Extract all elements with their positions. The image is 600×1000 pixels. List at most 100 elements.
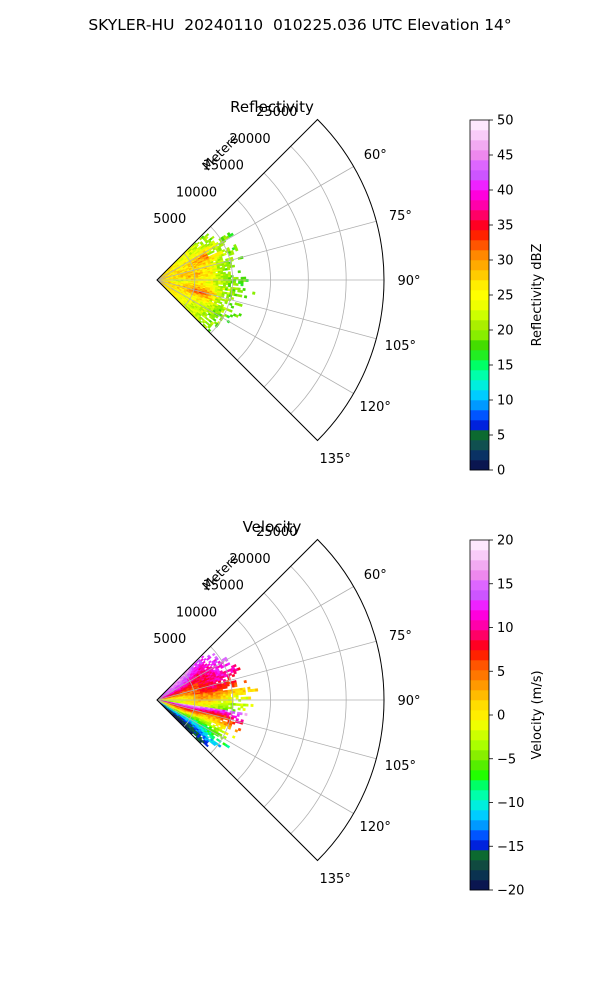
data-cell [234,248,239,252]
data-cell [245,696,249,700]
data-cell [225,732,229,736]
data-field [157,652,259,749]
colorbar-segment [470,130,489,141]
colorbar-segment [470,680,489,691]
colorbar-segment [470,250,489,261]
data-cell [243,276,247,280]
colorbar-segment [470,700,489,711]
data-cell [235,694,239,698]
panel-title: Reflectivity [230,98,314,116]
radial-tick-label: 15000 [203,159,244,174]
data-cell [229,309,233,313]
colorbar-segment [470,600,489,611]
colorbar-segment [470,390,489,401]
colorbar-tick-label: 25 [497,289,514,304]
data-cell [223,697,227,700]
colorbar-tick-label: 20 [497,534,514,549]
azimuth-line [156,166,354,281]
data-cell [215,657,219,661]
data-cell [240,703,244,707]
colorbar-segment [470,610,489,621]
colorbar-segment [470,860,489,871]
data-cell [224,301,228,305]
polar-frame [156,538,385,862]
data-cell [233,671,237,675]
colorbar-tick-label: 40 [497,184,514,199]
data-cell [227,273,232,276]
data-cell [222,726,226,730]
colorbar: −20 −15 −10 −5 0 5 10 15 20 Velocity (m/s) [469,534,545,899]
colorbar-segment [470,570,489,581]
data-cell [243,696,247,700]
data-cell [233,715,238,719]
data-cell [215,695,219,699]
radial-tick-label: 25000 [256,105,297,120]
radial-tick-label: 25000 [256,525,297,540]
data-cell [205,743,209,748]
colorbar-segment [470,710,489,721]
data-cell [239,289,244,294]
data-cell [203,657,207,662]
data-cell [235,283,239,286]
colorbar-segment [470,210,489,221]
colorbar-segment [470,460,489,471]
data-cell [238,281,242,284]
radial-tick-label: 10000 [176,185,217,200]
data-cell [220,275,224,279]
azimuth-line [156,279,377,340]
data-cell [232,283,237,286]
data-cell [211,235,215,240]
data-cell [211,652,216,657]
data-cell [210,697,214,700]
data-cell [229,314,234,318]
data-cell [210,277,214,280]
data-cell [242,703,247,707]
colorbar-segment [470,270,489,281]
radial-tick-label: 5000 [153,632,186,647]
data-cell [242,288,246,292]
data-cell [240,692,244,696]
data-cell [208,655,212,660]
colorbar-segment [470,560,489,571]
data-cell [232,703,237,706]
data-cell [228,672,233,677]
colorbar-tick-label: 5 [497,665,505,680]
colorbar-segment [470,230,489,241]
colorbar-tick-label: 30 [497,254,514,269]
colorbar-tick-label: −20 [497,884,524,899]
colorbar-segment [470,150,489,161]
theta-tick-label: 60° [364,148,387,163]
data-cell [228,695,232,698]
colorbar-segment [470,180,489,191]
colorbar-segment [470,140,489,151]
colorbar-tick-label: 0 [497,709,505,724]
azimuth-line [156,640,377,701]
data-cell [227,706,231,710]
data-cell [218,282,222,285]
data-cell [234,684,238,688]
colorbar-segment [470,380,489,391]
colorbar-segment [470,850,489,861]
colorbar-segment [470,640,489,651]
data-cell [208,660,212,664]
colorbar-segment [470,630,489,641]
data-cell [235,697,239,700]
colorbar-segment [470,160,489,171]
data-cell [215,697,219,700]
colorbar-segment [470,830,489,841]
panel-title: Velocity [243,518,302,536]
data-cell [224,686,228,689]
data-cell [237,270,241,274]
data-cell [237,667,241,671]
data-cell [222,693,227,697]
data-cell [237,727,242,732]
data-cell [245,703,249,707]
azimuth-line [156,699,354,814]
colorbar-segment [470,400,489,411]
data-cell [242,689,246,693]
data-cell [211,250,215,254]
data-cell [222,273,227,277]
data-cell [222,287,226,291]
data-cell [240,696,244,700]
polar-frame [156,118,385,442]
